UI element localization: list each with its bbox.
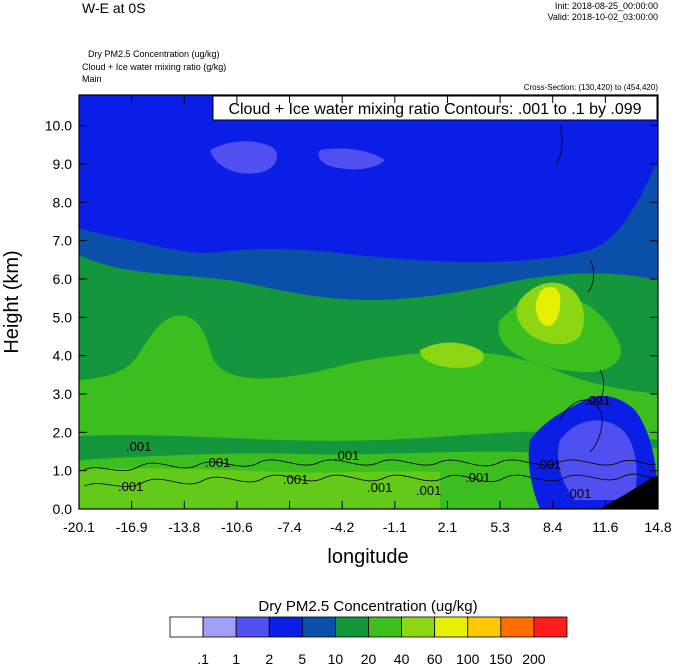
plot-area (79, 95, 658, 509)
contour-info-box (212, 95, 658, 121)
subtitle-pm25: Dry PM2.5 Concentration (ug/kg) (88, 49, 220, 59)
subtitle-main: Main (82, 74, 102, 84)
contour-label: .001 (367, 480, 392, 495)
terrain (600, 476, 658, 509)
cross-section-label: Cross-Section: (130,420) to (454,420) (523, 83, 658, 92)
contour-label: .001 (585, 393, 610, 408)
contour-info-text: Cloud + Ice water mixing ratio Contours:… (228, 101, 641, 118)
field-band-40b (420, 342, 484, 368)
x-tick-label: -13.8 (168, 519, 200, 535)
plot-frame (78, 94, 659, 510)
colorbar-label: 150 (489, 651, 513, 667)
valid-time: Valid: 2018-10-02_03:00:00 (547, 12, 658, 22)
x-tick-label: -16.9 (116, 519, 148, 535)
y-axis: 0.0 1.0 2.0 3.0 4.0 5.0 6.0 7.0 8.0 9.0 10.0 (45, 118, 658, 517)
contour-label: .001 (416, 483, 441, 498)
field-band-plume-b (557, 420, 637, 500)
colorbar-label: 60 (427, 651, 443, 667)
chart-title: W-E at 0S (82, 0, 146, 16)
y-tick-label: 6.0 (53, 271, 73, 287)
x-tick-label: 11.6 (592, 519, 618, 535)
colorbar-swatch (401, 616, 436, 638)
field-band-5 (79, 95, 658, 262)
colorbar-label: .1 (197, 651, 209, 667)
y-tick-label: 7.0 (53, 233, 73, 249)
colorbar-label: 5 (298, 651, 306, 667)
colorbar-title: Dry PM2.5 Concentration (ug/kg) (258, 598, 477, 615)
x-axis: -20.1 -16.9 -13.8 -10.6 -7.4 -4.2 -1.1 2.1 5.3 8.… (63, 95, 672, 535)
field-band-2b (318, 148, 385, 170)
x-tick-label: -20.1 (63, 519, 95, 535)
colorbar-swatch (202, 616, 237, 638)
contour-label: .001 (566, 486, 591, 501)
contour-label: .001 (126, 439, 151, 454)
y-tick-label: 4.0 (53, 348, 73, 364)
colorbar-swatch (301, 616, 336, 638)
x-tick-label: -4.2 (330, 519, 354, 535)
cloud-contour-a (83, 459, 657, 471)
contour-label: .001 (536, 457, 561, 472)
x-tick-label: -10.6 (221, 519, 253, 535)
colorbar-swatch (434, 616, 469, 638)
colorbar-label: 40 (394, 651, 410, 667)
cloud-contour-b (83, 473, 657, 487)
x-tick-label: 14.8 (644, 519, 671, 535)
x-axis-label: longitude (327, 546, 408, 568)
x-tick-label: 8.4 (543, 519, 563, 535)
init-time: Init: 2018-08-25_00:00:00 (554, 1, 658, 11)
contour-label: .001 (118, 479, 143, 494)
contour-label: .001 (205, 455, 230, 470)
y-axis-label: Height (km) (1, 250, 23, 353)
y-tick-label: 9.0 (53, 156, 73, 172)
colorbar-label: 1 (232, 651, 240, 667)
y-tick-label: 2.0 (53, 424, 73, 440)
y-tick-label: 3.0 (53, 386, 73, 402)
colorbar: .1 1 2 5 10 20 40 60 100 150 200 (169, 616, 568, 667)
colorbar-swatch (533, 616, 568, 638)
colorbar-swatch (268, 616, 303, 638)
x-tick-label: -1.1 (383, 519, 407, 535)
contour-labels: .001 .001 .001 .001 .001 .001 .001 .001 … (118, 393, 610, 501)
colorbar-swatch (500, 616, 535, 638)
colorbar-swatch (368, 616, 402, 638)
colorbar-label: 10 (328, 651, 344, 667)
x-tick-label: -7.4 (277, 519, 301, 535)
contour-label: .001 (283, 472, 308, 487)
contour-label: .001 (334, 448, 359, 463)
field-band-low-b (79, 468, 440, 509)
y-tick-label: 5.0 (53, 309, 73, 325)
colorbar-label: 20 (361, 651, 377, 667)
field-band-2 (210, 141, 277, 174)
y-tick-label: 0.0 (53, 501, 73, 517)
cloud-contour-c (555, 124, 604, 453)
colorbar-label: 2 (265, 651, 273, 667)
y-tick-label: 8.0 (53, 194, 73, 210)
field-band-20 (79, 315, 658, 441)
subtitle-cloud: Cloud + Ice water mixing ratio (g/kg) (82, 62, 227, 72)
colorbar-label: 200 (522, 651, 546, 667)
colorbar-swatch (235, 616, 270, 638)
colorbar-label: 100 (456, 651, 480, 667)
y-tick-label: 10.0 (45, 118, 72, 134)
contour-label: .001 (465, 470, 490, 485)
y-tick-label: 1.0 (53, 463, 73, 479)
field-band-100 (535, 287, 561, 326)
colorbar-swatch (335, 616, 369, 638)
x-tick-label: 2.1 (438, 519, 458, 535)
colorbar-swatch (467, 616, 502, 638)
x-tick-label: 5.3 (490, 519, 510, 535)
colorbar-swatch (169, 616, 204, 638)
